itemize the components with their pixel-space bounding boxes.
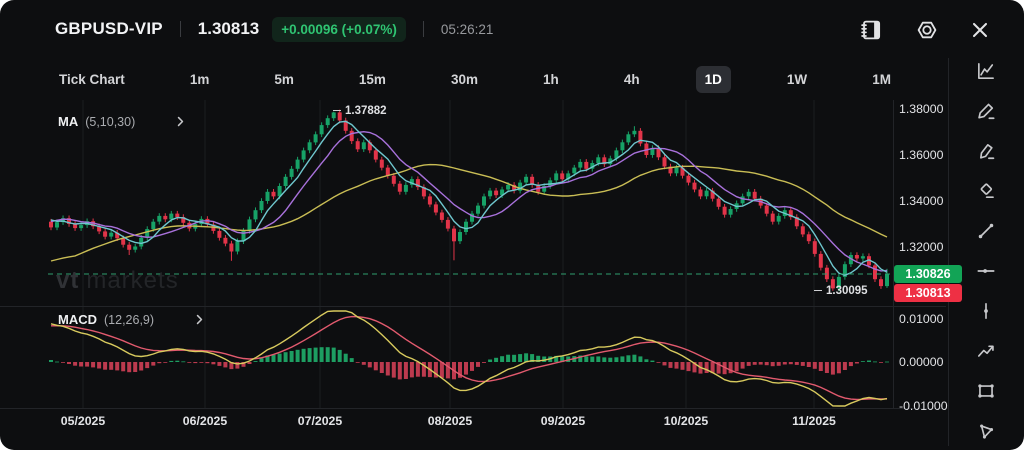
price-tick: 1.36000 [899,148,944,162]
rectangle-icon[interactable] [974,379,998,403]
vertical-line-icon[interactable] [974,299,998,323]
price-change-badge: +0.00096 (+0.07%) [272,16,406,42]
macd-label: MACD [58,312,97,327]
macd-line [50,310,888,407]
tab-4h[interactable]: 4h [615,66,649,93]
drawing-tools-sidebar [948,58,1024,443]
tab-1w[interactable]: 1W [778,66,816,93]
month-tick: 05/2025 [60,414,106,428]
timeframe-tabs: Tick Chart 1m 5m 15m 30m 1h 4h 1D 1W 1M [0,58,948,100]
ma30-line [50,163,888,262]
tab-5m[interactable]: 5m [265,66,303,93]
low-value: 1.30095 [826,284,868,297]
month-tick: 09/2025 [540,414,586,428]
symbol-title: GBPUSD-VIP [55,19,163,38]
horizontal-ray-icon[interactable] [974,259,998,283]
month-tick: 07/2025 [297,414,343,428]
orders-journal-icon[interactable] [859,16,887,44]
gridlines [0,58,949,446]
price-tick: 1.34000 [899,194,944,208]
tab-1h[interactable]: 1h [534,66,568,93]
header-divider [179,21,181,37]
header-divider [422,21,424,37]
ma5-line [50,120,888,277]
macd-tick: 0.00000 [899,355,944,369]
header: GBPUSD-VIP 1.30813 +0.00096 (+0.07%) 05:… [0,0,493,58]
vt-markets-watermark: vt markets [56,267,179,295]
server-time: 05:26:21 [440,21,494,37]
tab-1m[interactable]: 1m [181,66,219,93]
macd-params: (12,26,9) [104,312,155,327]
price-tick: 1.32000 [899,240,944,254]
watermark-text: markets [86,267,179,294]
tab-30m[interactable]: 30m [442,66,487,93]
macd-layer [49,310,889,407]
trend-line-icon[interactable] [974,219,998,243]
month-tick: 06/2025 [182,414,228,428]
price-tick: 1.38000 [899,102,944,116]
macd-tick: -0.01000 [899,398,948,413]
macd-indicator-legend[interactable]: MACD (12,26,9) [58,312,206,327]
ma-indicator-legend[interactable]: MA (5,10,30) [58,114,187,129]
trend-arrow-icon[interactable] [974,339,998,363]
ma-params: (5,10,30) [85,114,136,129]
line-chart-icon[interactable] [974,59,998,83]
high-price-annotation: 1.37882 [333,105,387,117]
last-price-badge: 1.30813 [894,284,962,302]
chevron-right-icon[interactable] [174,115,187,128]
settings-gear-icon[interactable] [915,16,943,44]
tab-1d[interactable]: 1D [695,65,731,93]
moving-averages-layer [50,120,888,277]
bid-price-badge: 1.30826 [894,265,962,283]
close-icon[interactable] [968,16,996,44]
low-marker [814,290,822,292]
low-price-annotation: 1.30095 [814,285,868,297]
candles-layer [49,109,889,292]
macd-tick: 0.01000 [899,311,944,326]
high-value: 1.37882 [345,104,387,117]
month-tick: 10/2025 [663,414,709,428]
tab-tick-chart[interactable]: Tick Chart [50,66,134,93]
chevron-right-icon[interactable] [193,313,206,326]
last-price: 1.30813 [197,19,260,38]
ma-label: MA [58,114,79,129]
watermark-logo: vt [56,267,80,294]
high-marker [333,110,341,112]
month-tick: 11/2025 [792,414,836,428]
pencil-icon[interactable] [974,99,998,123]
tab-15m[interactable]: 15m [350,66,395,93]
month-tick: 08/2025 [427,414,473,428]
polygon-icon[interactable] [974,419,998,443]
macd-signal-line [50,315,888,401]
eraser-icon[interactable] [974,179,998,203]
marker-icon[interactable] [974,139,998,163]
ma10-line [50,130,888,272]
tab-1m[interactable]: 1M [863,66,900,93]
